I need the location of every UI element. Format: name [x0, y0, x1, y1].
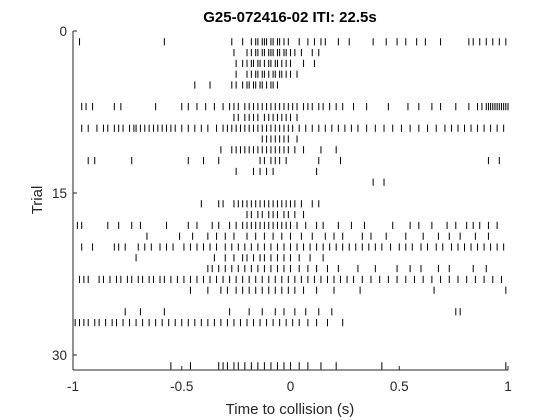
y-axis-label: Trial: [29, 186, 46, 215]
x-tick-label: 0.5: [390, 379, 409, 394]
y-tick-label: 0: [59, 24, 67, 39]
tick-labels: -1 -0.5 0 0.5 1 0 15 30: [52, 24, 512, 394]
x-axis-label: Time to collision (s): [226, 401, 355, 418]
x-tick-label: -1: [67, 379, 79, 394]
y-tick-label: 15: [52, 186, 67, 201]
axes: [72, 30, 509, 371]
x-tick-label: 1: [504, 379, 512, 394]
y-tick-label: 30: [52, 348, 67, 363]
x-tick-label: -0.5: [170, 379, 193, 394]
x-tick-label: 0: [287, 379, 295, 394]
chart-title: G25-072416-02 ITI: 22.5s: [203, 9, 376, 26]
spike-raster: [74, 38, 509, 370]
